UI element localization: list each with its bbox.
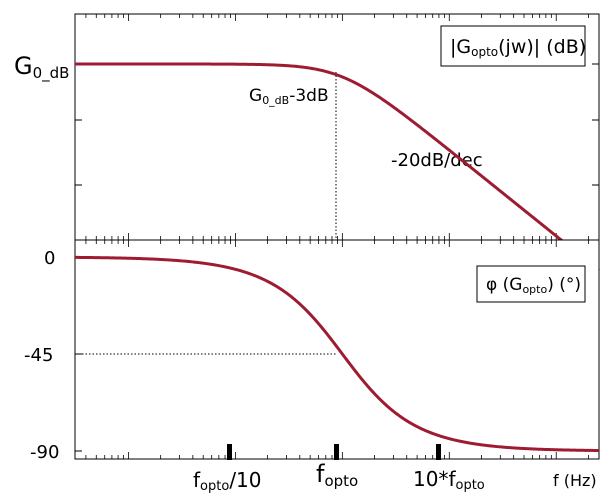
mag-y-tick-label: G0_dB bbox=[14, 52, 69, 83]
phase-minor-ticks bbox=[85, 240, 589, 459]
phase-y-tick-label-45: -45 bbox=[24, 345, 53, 366]
slope-annotation: -20dB/dec bbox=[391, 150, 483, 171]
magnitude-title-box bbox=[440, 25, 586, 67]
x-tick-10fopto bbox=[436, 444, 441, 460]
phase-title: φ (Gopto) (°) bbox=[486, 275, 581, 296]
magnitude-panel: G0_dB |Gopto(jw)| (dB) G0_dB-3dB -20dB/d… bbox=[14, 13, 600, 450]
x-tick-label-fopto: fopto bbox=[316, 460, 358, 490]
phase-y-tick-label-90: -90 bbox=[30, 442, 59, 463]
x-axis-label: f (Hz) bbox=[553, 471, 597, 490]
phase-y-tick-label-0: 0 bbox=[44, 248, 55, 269]
x-tick-fopto-div10 bbox=[227, 444, 232, 460]
corner-annotation: G0_dB-3dB bbox=[249, 86, 329, 107]
magnitude-minor-ticks bbox=[85, 14, 589, 240]
x-tick-label-10fopto: 10*fopto bbox=[413, 467, 485, 493]
phase-panel: 0 -45 -90 φ (Gopto) (°) bbox=[24, 239, 600, 463]
x-tick-label-fopto-div10: fopto/10 bbox=[193, 468, 262, 494]
x-tick-fopto bbox=[334, 444, 339, 460]
phase-series-line bbox=[74, 255, 600, 453]
magnitude-title: |Gopto(jw)| (dB) bbox=[450, 36, 586, 59]
phase-title-box bbox=[476, 265, 586, 303]
magnitude-series-line bbox=[74, 62, 600, 272]
